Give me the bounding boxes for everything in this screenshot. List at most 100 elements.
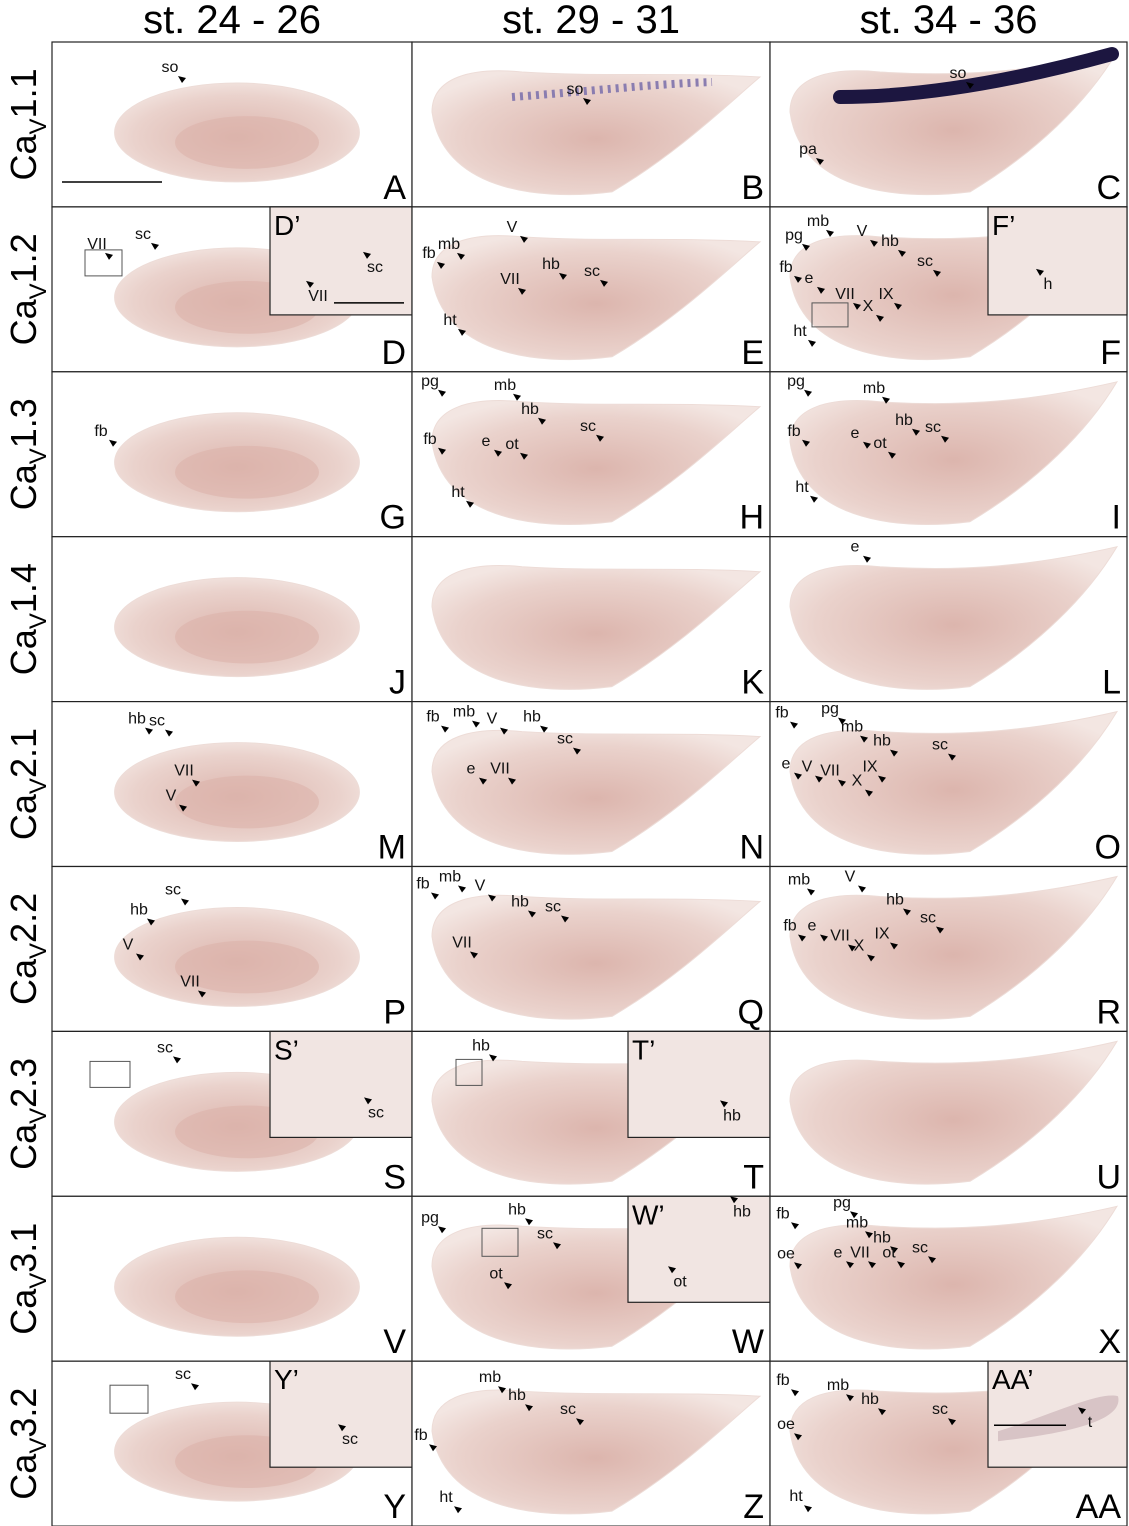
arrowhead bbox=[794, 772, 802, 780]
arrowhead bbox=[441, 725, 449, 733]
annotation: pg bbox=[821, 701, 839, 718]
annotation: hb bbox=[881, 233, 899, 250]
inset-letter: F’ bbox=[992, 210, 1015, 241]
annotation: ht bbox=[795, 479, 809, 496]
arrowhead bbox=[897, 1261, 905, 1269]
annotation: sc bbox=[135, 226, 151, 243]
arrowhead bbox=[479, 777, 487, 785]
yolk bbox=[175, 1270, 319, 1324]
panel-letter: Y bbox=[383, 1488, 406, 1526]
arrowhead bbox=[109, 439, 117, 447]
inset-letter: T’ bbox=[632, 1034, 655, 1065]
annotation: fb bbox=[94, 423, 107, 440]
row-label-prefix: Ca bbox=[3, 298, 44, 345]
annotation: fb bbox=[426, 709, 439, 726]
inset bbox=[627, 1030, 771, 1139]
yolk bbox=[175, 775, 319, 829]
panel-letter: V bbox=[383, 1323, 406, 1361]
inset-letter: AA’ bbox=[992, 1364, 1034, 1395]
annotation: fb bbox=[783, 918, 796, 935]
row-label-sub: V bbox=[25, 778, 52, 794]
panel-letter: E bbox=[741, 334, 764, 372]
arrowhead bbox=[181, 898, 189, 906]
arrowhead bbox=[858, 885, 866, 893]
panel-letter: I bbox=[1112, 499, 1121, 537]
yolk bbox=[175, 940, 319, 994]
arrowhead bbox=[890, 749, 898, 757]
annotation: IX bbox=[874, 926, 889, 943]
panel: sc S S’ sc bbox=[51, 1030, 413, 1197]
annotation: fb bbox=[776, 1205, 789, 1222]
embryo bbox=[431, 70, 762, 196]
panel-letter: H bbox=[739, 499, 764, 537]
arrowhead bbox=[338, 1424, 346, 1432]
annotation: sc bbox=[920, 910, 936, 927]
annotation: e bbox=[808, 918, 817, 935]
embryo bbox=[789, 710, 1119, 855]
arrowhead bbox=[794, 1262, 802, 1270]
arrowhead bbox=[820, 934, 828, 942]
arrowhead bbox=[878, 1408, 886, 1416]
row-label: CaV1.2 bbox=[3, 233, 52, 345]
annotation: mb bbox=[439, 869, 461, 886]
annotation: ht bbox=[439, 1489, 453, 1506]
arrowhead bbox=[903, 908, 911, 916]
arrowhead bbox=[583, 98, 591, 105]
inset-letter: W’ bbox=[632, 1199, 665, 1230]
annotation: ot bbox=[882, 1244, 896, 1261]
arrowhead bbox=[794, 1433, 802, 1441]
arrowhead bbox=[145, 727, 153, 735]
annotation: VII bbox=[830, 928, 850, 945]
panel: so pa C bbox=[769, 41, 1128, 208]
annotation: mb bbox=[494, 377, 516, 394]
inset bbox=[627, 1195, 771, 1303]
arrowhead bbox=[192, 779, 200, 787]
stain bbox=[511, 78, 713, 101]
arrowhead bbox=[600, 279, 608, 287]
panel: fb mb Vhb sc VII Q bbox=[411, 865, 771, 1032]
annotation: ot bbox=[673, 1273, 687, 1290]
annotation: oe bbox=[777, 1245, 795, 1262]
arrowhead bbox=[936, 926, 944, 934]
annotation: pg bbox=[833, 1194, 851, 1211]
arrowhead bbox=[458, 885, 466, 893]
panel-letter: F bbox=[1100, 334, 1121, 372]
inset-letter: Y’ bbox=[274, 1364, 299, 1395]
embryo bbox=[431, 894, 762, 1020]
arrowhead bbox=[826, 229, 834, 237]
arrowhead bbox=[576, 1418, 584, 1426]
panel: hb sc VII V M bbox=[51, 700, 413, 868]
panel-letter: A bbox=[383, 169, 406, 207]
arrowhead bbox=[850, 1211, 858, 1219]
arrowhead bbox=[438, 1226, 446, 1234]
arrowhead bbox=[791, 1222, 799, 1230]
annotation: V bbox=[857, 223, 868, 240]
row-label-sub: V bbox=[25, 1273, 52, 1289]
annotation: mb bbox=[788, 872, 810, 889]
annotation: ot bbox=[873, 435, 887, 452]
arrowhead bbox=[457, 252, 465, 260]
arrowhead bbox=[504, 1282, 512, 1290]
arrowhead bbox=[151, 242, 159, 250]
row-label-suffix: 2.2 bbox=[3, 893, 44, 943]
row-label: CaV3.2 bbox=[3, 1388, 52, 1500]
annotation: IX bbox=[878, 286, 893, 303]
arrowhead bbox=[191, 1383, 199, 1391]
row-label: CaV1.1 bbox=[3, 68, 52, 180]
panel-letter: AA bbox=[1076, 1488, 1122, 1526]
arrowhead bbox=[804, 389, 812, 397]
annotation: V bbox=[166, 788, 177, 805]
row-label: CaV1.4 bbox=[3, 563, 52, 675]
arrowhead bbox=[853, 302, 861, 310]
arrowhead bbox=[808, 339, 816, 347]
panel: V bbox=[51, 1195, 413, 1362]
annotation: e bbox=[851, 539, 860, 556]
arrowhead bbox=[848, 944, 856, 952]
